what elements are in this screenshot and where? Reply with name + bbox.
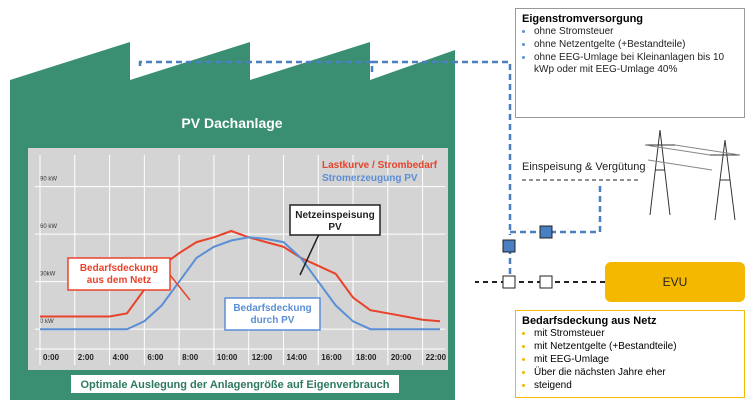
pylon-icon [645,130,740,220]
roof-label: PV Dachanlage [181,115,282,131]
annotation: Bedarfsdeckung [233,303,311,314]
roof [10,42,455,100]
box-item: steigend [534,379,738,392]
meter-icon [540,226,552,238]
feed-in-label: Einspeisung & Vergütung [522,161,646,173]
legend-entry: Stromerzeugung PV [322,173,418,184]
y-tick-label: 0 kW [40,319,54,325]
meter-icon [503,276,515,288]
x-tick-label: 12:00 [252,353,273,362]
box-item: mit Netzentgelte (+Bestandteile) [534,340,738,353]
box-item: ohne Stromsteuer [534,25,738,38]
grid-supply-box: Bedarfsdeckung aus Netzmit Stromsteuermi… [515,310,745,398]
x-tick-label: 10:00 [217,353,238,362]
x-tick-label: 4:00 [113,353,130,362]
x-tick-label: 2:00 [78,353,95,362]
annotation: aus dem Netz [87,275,151,286]
box-item: Über die nächsten Jahre eher [534,366,738,379]
meter-icon [540,276,552,288]
box-item: ohne Netzentgelte (+Bestandteile) [534,38,738,51]
x-tick-label: 18:00 [356,353,377,362]
x-tick-label: 14:00 [286,353,307,362]
box-list: mit Stromsteuermit Netzentgelte (+Bestan… [522,327,738,392]
x-tick-label: 6:00 [147,353,164,362]
meter-icon [503,240,515,252]
box-title: Bedarfsdeckung aus Netz [522,315,738,327]
box-title: Eigenstromversorgung [522,13,738,25]
box-list: ohne Stromsteuerohne Netzentgelte (+Best… [522,25,738,76]
dashed-link [510,182,600,232]
box-item: mit EEG-Umlage [534,353,738,366]
box-item: ohne EEG-Umlage bei Kleinanlagen bis 10 … [534,51,738,76]
annotation: PV [328,222,342,233]
x-tick-label: 16:00 [321,353,342,362]
y-tick-label: 30kW [40,272,56,278]
page: PV Dachanlage Optimale Auslegung der Anl… [0,0,753,400]
y-tick-label: 90 kW [40,177,57,183]
legend-entry: Lastkurve / Strombedarf [322,160,438,171]
y-tick-label: 60 kW [40,224,57,230]
own-supply-box: Eigenstromversorgungohne Stromsteuerohne… [515,8,745,118]
x-tick-label: 0:00 [43,353,60,362]
annotation: Netzeinspeisung [295,210,374,221]
x-tick-label: 22:00 [426,353,447,362]
annotation: Bedarfsdeckung [80,263,158,274]
utility-label: EVU [663,275,688,289]
x-tick-label: 8:00 [182,353,199,362]
box-item: mit Stromsteuer [534,327,738,340]
x-tick-label: 20:00 [391,353,412,362]
annotation: durch PV [251,315,295,326]
caption: Optimale Auslegung der Anlagengröße auf … [80,379,389,391]
